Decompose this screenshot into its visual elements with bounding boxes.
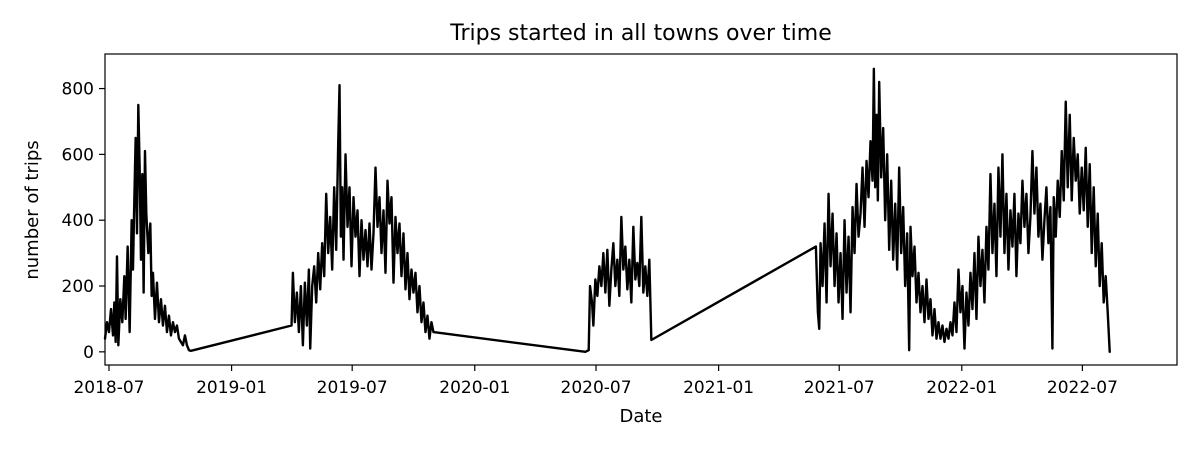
x-tick-label: 2021-01 bbox=[683, 378, 754, 398]
y-axis-label: number of trips bbox=[22, 140, 43, 279]
x-tick-label: 2022-01 bbox=[926, 378, 997, 398]
x-tick-label: 2022-07 bbox=[1047, 378, 1118, 398]
x-tick-label: 2019-01 bbox=[196, 378, 267, 398]
y-tick-label: 400 bbox=[62, 211, 94, 231]
y-tick-label: 600 bbox=[62, 145, 94, 165]
y-tick-label: 800 bbox=[62, 80, 94, 100]
x-tick-label: 2020-07 bbox=[561, 378, 632, 398]
series-line bbox=[103, 67, 1111, 354]
plot-frame bbox=[104, 53, 1178, 366]
y-tick-label: 200 bbox=[62, 277, 94, 297]
x-axis: 2018-07 2019-01 2019-07 2020-01 2020-07 2021-… bbox=[73, 365, 1118, 398]
x-tick-label: 2019-07 bbox=[317, 378, 388, 398]
y-tick-label: 0 bbox=[83, 343, 94, 363]
y-axis: 0 200 400 600 800 bbox=[62, 80, 105, 363]
x-tick-label: 2020-01 bbox=[439, 378, 510, 398]
plot-area bbox=[103, 53, 1178, 366]
x-tick-label: 2018-07 bbox=[73, 378, 144, 398]
x-axis-label: Date bbox=[619, 406, 662, 427]
chart-title: Trips started in all towns over time bbox=[449, 21, 832, 46]
x-tick-label: 2021-07 bbox=[804, 378, 875, 398]
